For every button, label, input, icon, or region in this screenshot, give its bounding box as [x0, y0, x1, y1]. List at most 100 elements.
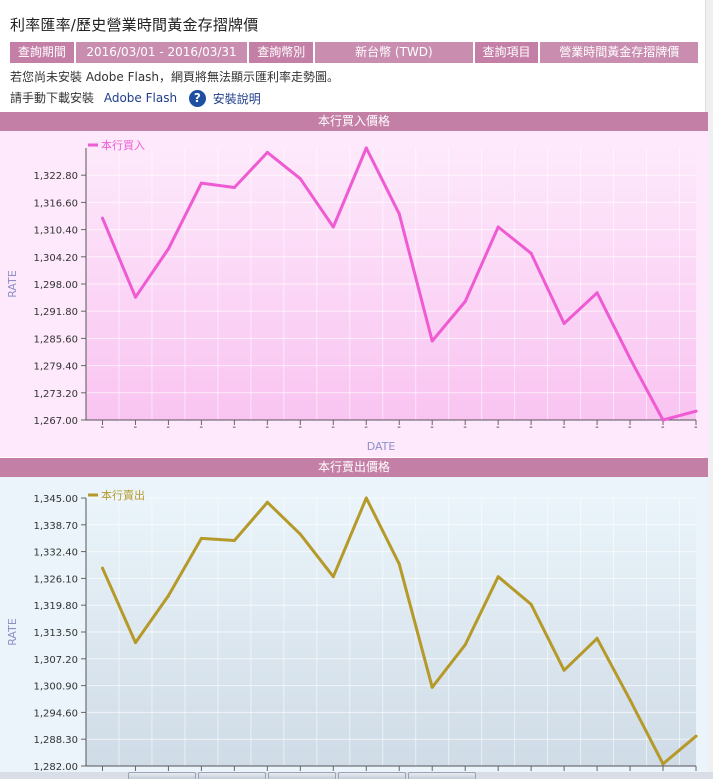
data-point	[628, 357, 632, 361]
y-tick-label: 1,279.40	[33, 362, 78, 373]
x-tick-label: -	[331, 422, 335, 433]
x-tick-label: -	[463, 422, 467, 433]
x-tick-label: -	[199, 422, 203, 433]
data-point	[397, 212, 401, 216]
x-tick-label: -	[166, 422, 170, 433]
x-tick-label: -	[100, 768, 104, 772]
x-tick-label: -	[265, 768, 269, 772]
data-point	[298, 177, 302, 181]
y-tick-label: 1,316.60	[33, 198, 78, 209]
data-point	[694, 409, 698, 413]
taskbar-button[interactable]	[128, 772, 196, 779]
y-tick-label: 1,294.60	[33, 708, 78, 719]
sell-price-section-header: 本行賣出價格	[0, 458, 708, 477]
data-point	[298, 532, 302, 536]
x-tick-label: -	[232, 422, 236, 433]
taskbar-button[interactable]	[338, 772, 406, 779]
data-point	[595, 636, 599, 640]
x-tick-label: -	[529, 768, 533, 772]
x-tick-label: -	[298, 422, 302, 433]
y-tick-label: 1,273.20	[33, 389, 78, 400]
taskbar-button[interactable]	[268, 772, 336, 779]
x-tick-label: -	[496, 768, 500, 772]
taskbar-button[interactable]	[198, 772, 266, 779]
y-tick-label: 1,338.70	[33, 521, 78, 532]
sell-price-chart: 1,282.00 1,288.30 1,294.60 1,300.90 1,307.20…	[0, 477, 708, 772]
query-item-value: 營業時間黃金存摺牌價	[540, 42, 698, 63]
y-axis-title: RATE	[6, 618, 19, 646]
data-point	[595, 291, 599, 295]
data-point	[430, 339, 434, 343]
y-tick-label: 1,322.80	[33, 171, 78, 182]
x-tick-label: -	[628, 422, 632, 433]
x-tick-label: -	[133, 768, 137, 772]
data-point	[661, 418, 665, 422]
x-tick-label: -	[694, 422, 698, 433]
data-point	[694, 734, 698, 738]
taskbar	[0, 772, 713, 779]
data-point	[463, 300, 467, 304]
legend-label: 本行買入	[101, 138, 145, 152]
buy-price-chart: 1,267.00 1,273.20 1,279.40 1,285.60 1,291.80…	[0, 131, 708, 457]
data-point	[496, 225, 500, 229]
x-tick-label: -	[298, 768, 302, 772]
x-tick-label: -	[595, 768, 599, 772]
page-title: 利率匯率/歷史營業時間黃金存摺牌價	[10, 16, 259, 34]
y-tick-label: 1,291.80	[33, 307, 78, 318]
y-tick-label: 1,285.60	[33, 334, 78, 345]
x-tick-label: -	[364, 768, 368, 772]
y-tick-label: 1,310.40	[33, 226, 78, 237]
data-point	[397, 562, 401, 566]
taskbar-button[interactable]	[408, 772, 476, 779]
data-point	[463, 643, 467, 647]
x-tick-label: -	[133, 422, 137, 433]
y-tick-label: 1,267.00	[33, 416, 78, 427]
data-point	[562, 668, 566, 672]
data-point	[232, 185, 236, 189]
question-icon[interactable]: ?	[188, 90, 206, 107]
flash-notice: 若您尚未安裝 Adobe Flash，網頁將無法顯示匯利率走勢圖。	[10, 70, 340, 84]
data-point	[133, 641, 137, 645]
x-tick-label: -	[265, 422, 269, 433]
adobe-flash-link[interactable]: Adobe Flash	[103, 91, 178, 105]
buy-price-section-header: 本行買入價格	[0, 112, 708, 131]
data-point	[430, 685, 434, 689]
y-tick-label: 1,319.80	[33, 601, 78, 612]
y-tick-label: 1,313.50	[33, 628, 78, 639]
data-point	[265, 500, 269, 504]
data-point	[199, 536, 203, 540]
x-tick-label: -	[100, 422, 104, 433]
x-tick-label: -	[463, 768, 467, 772]
data-point	[199, 181, 203, 185]
y-tick-label: 1,282.00	[33, 762, 78, 772]
data-point	[166, 594, 170, 598]
data-point	[496, 575, 500, 579]
legend-label: 本行賣出	[101, 488, 145, 502]
data-point	[529, 251, 533, 255]
data-point	[529, 602, 533, 606]
x-tick-label: -	[364, 422, 368, 433]
data-point	[364, 496, 368, 500]
data-point	[133, 295, 137, 299]
y-tick-label: 1,298.00	[33, 280, 78, 291]
x-tick-label: -	[430, 422, 434, 433]
x-tick-label: -	[397, 768, 401, 772]
query-period-value: 2016/03/01 - 2016/03/31	[75, 42, 248, 63]
x-tick-label: -	[397, 422, 401, 433]
y-tick-label: 1,300.90	[33, 682, 78, 693]
x-tick-label: -	[628, 768, 632, 772]
x-tick-label: -	[562, 768, 566, 772]
x-tick-label: -	[661, 422, 665, 433]
x-tick-label: -	[199, 768, 203, 772]
y-tick-label: 1,345.00	[33, 494, 78, 505]
data-point	[166, 247, 170, 251]
data-point	[562, 321, 566, 325]
data-point	[331, 225, 335, 229]
flash-download-line: 請手動下載安裝 Adobe Flash ? 安裝說明	[10, 89, 261, 107]
x-tick-label: -	[661, 768, 665, 772]
install-help-link[interactable]: 安裝說明	[212, 92, 261, 106]
query-bar: 查詢期間 2016/03/01 - 2016/03/31 查詢幣別 新台幣 (T…	[10, 42, 698, 63]
y-tick-label: 1,307.20	[33, 655, 78, 666]
flash-download-prefix: 請手動下載安裝	[10, 91, 95, 105]
x-tick-label: -	[562, 422, 566, 433]
